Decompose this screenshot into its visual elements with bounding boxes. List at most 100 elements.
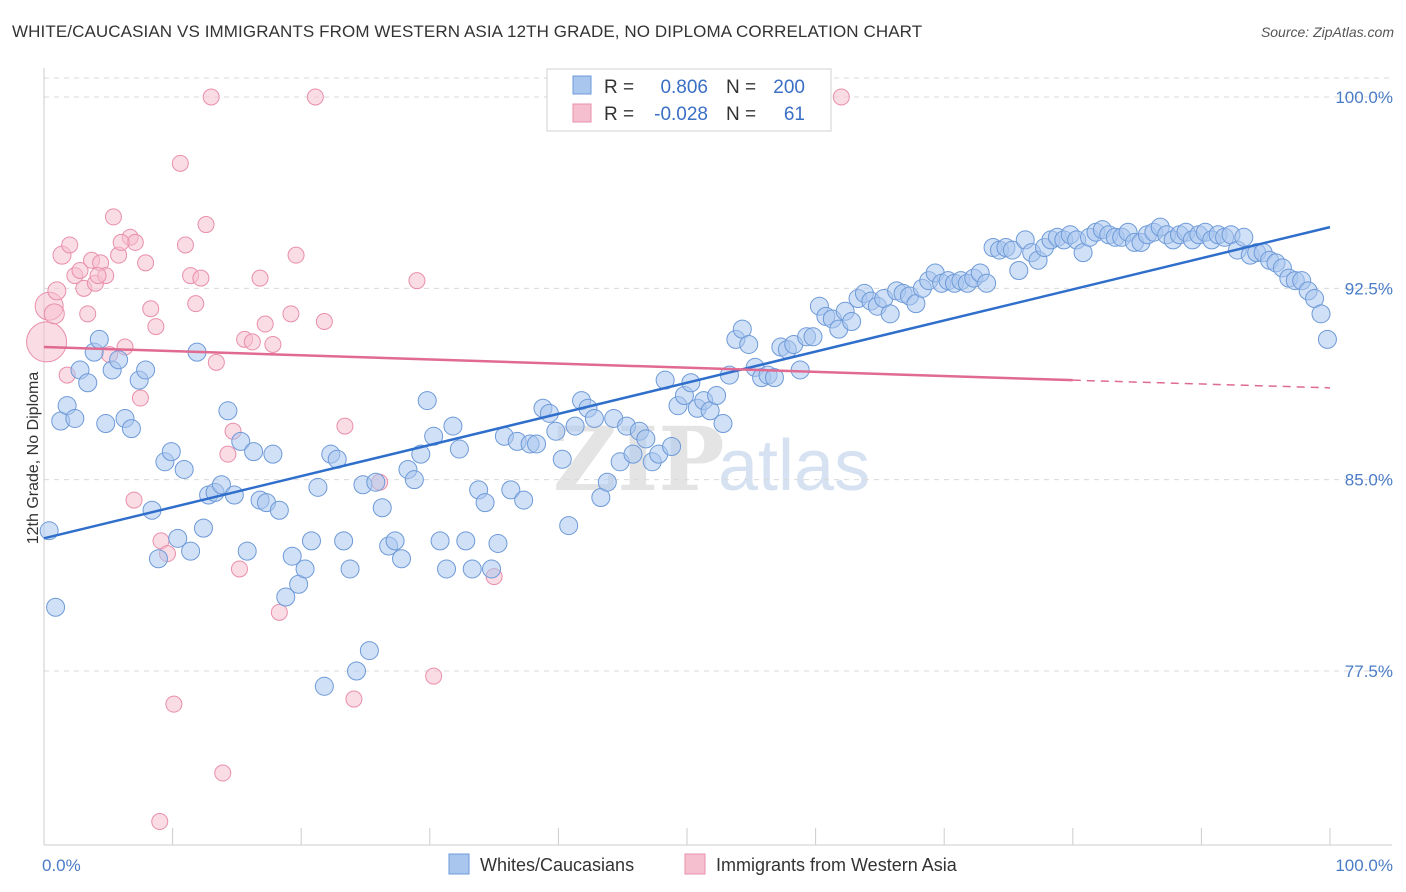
bottom-legend-label-pink: Immigrants from Western Asia xyxy=(716,855,958,875)
legend-n-label-1: N = xyxy=(726,77,756,98)
data-point-blue xyxy=(174,459,194,479)
data-point-pink xyxy=(142,300,160,318)
data-point-blue xyxy=(662,437,682,457)
data-point-blue xyxy=(168,528,188,548)
watermark-atlas: atlas xyxy=(718,426,870,506)
data-point-blue xyxy=(1009,260,1029,280)
data-point-pink xyxy=(306,88,324,106)
data-point-pink xyxy=(125,491,143,509)
trend-line-blue xyxy=(43,225,1331,540)
data-point-blue xyxy=(456,531,476,551)
bottom-legend: Whites/Caucasians Immigrants from Wester… xyxy=(448,853,958,875)
data-point-pink xyxy=(61,236,79,254)
data-point-pink xyxy=(230,560,248,578)
trend-line-pink xyxy=(43,345,1073,382)
legend-n-value-1: 200 xyxy=(773,77,805,98)
legend-box: R = 0.806 N = 200 R = -0.028 N = 61 xyxy=(546,68,832,132)
data-point-pink xyxy=(43,303,65,325)
data-point-blue xyxy=(636,429,656,449)
data-point-blue xyxy=(346,661,366,681)
data-point-blue xyxy=(404,470,424,490)
data-point-pink xyxy=(270,603,288,621)
data-point-pink xyxy=(214,764,232,782)
data-point-blue xyxy=(181,541,201,561)
data-point-blue xyxy=(148,549,168,569)
data-point-pink xyxy=(176,236,194,254)
data-point-pink xyxy=(187,295,205,313)
data-point-blue xyxy=(713,414,733,434)
data-point-blue xyxy=(263,444,283,464)
data-point-blue xyxy=(552,449,572,469)
data-point-pink xyxy=(219,445,237,463)
data-point-blue xyxy=(437,559,457,579)
data-point-pink xyxy=(89,267,107,285)
source-label: Source: ZipAtlas.com xyxy=(1260,24,1394,40)
data-point-blue xyxy=(392,549,412,569)
data-point-blue xyxy=(269,500,289,520)
data-point-blue xyxy=(1234,227,1254,247)
data-point-pink xyxy=(147,318,165,336)
legend-n-label-2: N = xyxy=(726,104,756,125)
data-point-blue xyxy=(237,541,257,561)
data-point-blue xyxy=(764,368,784,388)
data-point-blue xyxy=(430,531,450,551)
data-point-pink xyxy=(207,353,225,371)
data-point-blue xyxy=(340,559,360,579)
data-point-pink xyxy=(256,315,274,333)
data-point-pink xyxy=(171,154,189,172)
data-point-blue xyxy=(109,350,129,370)
data-point-blue xyxy=(244,442,264,462)
data-point-blue xyxy=(443,416,463,436)
data-point-blue xyxy=(623,444,643,464)
data-point-blue xyxy=(136,360,156,380)
legend-r-label-2: R = xyxy=(604,104,634,125)
data-point-blue xyxy=(475,493,495,513)
data-point-blue xyxy=(301,531,321,551)
data-point-blue xyxy=(276,587,296,607)
data-point-blue xyxy=(308,477,328,497)
legend-n-value-2: 61 xyxy=(784,104,805,125)
data-point-blue xyxy=(462,559,482,579)
data-point-blue xyxy=(89,329,109,349)
data-point-blue xyxy=(417,391,437,411)
data-point-blue xyxy=(96,414,116,434)
trend-line-pink-extension xyxy=(1072,379,1331,389)
data-point-pink xyxy=(202,88,220,106)
data-point-blue xyxy=(803,327,823,347)
data-point-pink xyxy=(345,690,363,708)
data-point-pink xyxy=(832,88,850,106)
data-point-pink xyxy=(197,216,215,234)
data-point-blue xyxy=(161,442,181,462)
series-whites-caucasians xyxy=(39,217,1337,696)
data-point-blue xyxy=(65,408,85,428)
data-point-blue xyxy=(231,431,251,451)
data-point-blue xyxy=(527,434,547,454)
legend-r-label-1: R = xyxy=(604,77,634,98)
data-point-blue xyxy=(501,480,521,500)
data-point-blue xyxy=(372,498,392,518)
data-point-pink xyxy=(287,246,305,264)
legend-swatch-pink xyxy=(572,103,592,123)
data-point-pink xyxy=(131,389,149,407)
data-point-pink xyxy=(282,305,300,323)
x-tick-labels: 0.0% 100.0% xyxy=(42,856,1393,875)
y-tick-label: 77.5% xyxy=(1345,662,1393,681)
data-point-blue xyxy=(334,531,354,551)
data-point-pink xyxy=(251,269,269,287)
series-immigrants-western-asia xyxy=(26,88,850,831)
data-point-blue xyxy=(314,676,334,696)
data-point-blue xyxy=(411,444,431,464)
bottom-legend-label-blue: Whites/Caucasians xyxy=(480,855,634,875)
data-point-blue xyxy=(739,334,759,354)
data-point-pink xyxy=(192,269,210,287)
data-point-pink xyxy=(47,281,67,301)
data-point-blue xyxy=(193,518,213,538)
x-tick-label-min: 0.0% xyxy=(42,856,81,875)
data-point-blue xyxy=(1317,329,1337,349)
data-point-pink xyxy=(104,208,122,226)
data-point-blue xyxy=(565,416,585,436)
data-point-blue xyxy=(546,421,566,441)
data-point-blue xyxy=(46,597,66,617)
data-point-blue xyxy=(842,311,862,331)
